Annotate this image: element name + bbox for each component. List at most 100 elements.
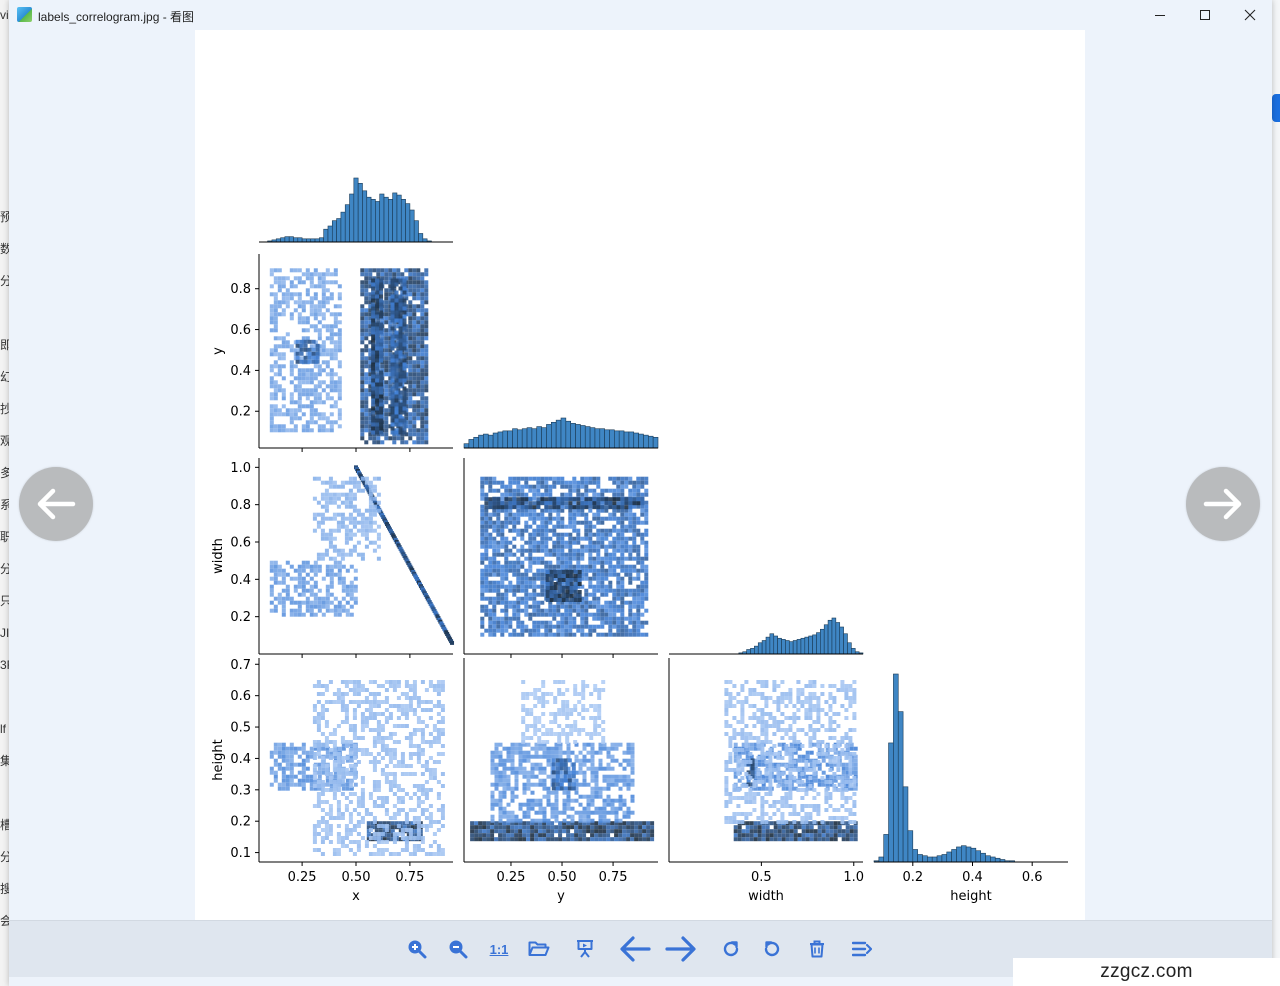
heatmap-cell (371, 430, 376, 435)
image-viewport[interactable]: 0.25 0.50 0.75 0.25 0.50 0.75 0.5 1.0 0.2 0.4 0.6 0… (9, 30, 1272, 920)
heatmap-cell (568, 624, 573, 629)
heatmap-cell (269, 308, 274, 313)
histogram-bar (956, 846, 962, 863)
heatmap-cell (325, 364, 330, 369)
heatmap-cell (371, 294, 376, 299)
heatmap-cell (598, 790, 603, 795)
heatmap-cell (408, 828, 413, 832)
heatmap-cell (352, 732, 357, 736)
heatmap-cell (301, 424, 306, 429)
heatmap-cell (506, 825, 511, 830)
heatmap-cell (594, 790, 599, 795)
heatmap-cell (424, 432, 429, 437)
heatmap-cell (584, 528, 589, 533)
heatmap-cell (297, 746, 302, 751)
heatmap-cell (530, 837, 535, 842)
heatmap-cell (392, 816, 397, 820)
heatmap-cell (496, 505, 501, 510)
heatmap-cell (368, 708, 373, 712)
heatmap-cell (269, 754, 274, 759)
heatmap-cell (544, 508, 549, 513)
heatmap-cell (436, 684, 441, 688)
heatmap-cell (412, 332, 417, 337)
title-bar[interactable]: labels_correlogram.jpg - 看图 (9, 0, 1272, 30)
heatmap-cell (394, 306, 399, 311)
heatmap-cell (578, 821, 583, 826)
heatmap-cell (640, 480, 645, 485)
heatmap-cell (416, 796, 421, 800)
heatmap-cell (420, 352, 425, 357)
heatmap-cell (632, 528, 637, 533)
heatmap-cell (392, 292, 397, 297)
heatmap-cell (616, 604, 621, 609)
heatmap-cell (384, 772, 389, 776)
heatmap-cell (329, 750, 334, 755)
heatmap-cell (376, 720, 381, 724)
heatmap-cell (309, 344, 314, 349)
heatmap-cell (384, 848, 389, 852)
heatmap-cell (606, 766, 611, 771)
heatmap-cell (592, 505, 597, 510)
heatmap-cell (372, 768, 377, 772)
heatmap-cell (532, 508, 537, 513)
heatmap-cell (420, 764, 425, 768)
heatmap-cell (416, 340, 421, 345)
heatmap-cell (536, 488, 541, 493)
heatmap-cell (384, 416, 389, 421)
heatmap-cell (510, 790, 515, 795)
heatmap-cell (364, 404, 369, 409)
heatmap-cell (371, 350, 376, 355)
heatmap-cell (372, 780, 377, 784)
heatmap-cell (576, 528, 581, 533)
heatmap-cell (328, 732, 333, 736)
heatmap-cell (620, 484, 625, 489)
heatmap-cell (440, 744, 445, 748)
heatmap-cell (592, 497, 597, 502)
heatmap-cell (375, 302, 380, 307)
heatmap-cell (384, 356, 389, 361)
minimize-button[interactable] (1137, 0, 1182, 30)
heatmap-cell (588, 520, 593, 525)
heatmap-cell (568, 612, 573, 617)
heatmap-cell (352, 744, 357, 748)
heatmap-cell (297, 762, 302, 767)
heatmap-cell (546, 774, 551, 779)
heatmap-cell (384, 300, 389, 305)
heatmap-cell (480, 552, 485, 557)
heatmap-cell (558, 821, 563, 826)
heatmap-cell (478, 829, 483, 834)
heatmap-cell (516, 612, 521, 617)
heatmap-cell (317, 424, 322, 429)
heatmap-cell (614, 774, 619, 779)
heatmap-cell (364, 336, 369, 341)
heatmap-cell (384, 716, 389, 720)
heatmap-cell (336, 492, 341, 497)
heatmap-cell (273, 328, 278, 333)
heatmap-cell (336, 696, 341, 700)
heatmap-cell (332, 528, 337, 533)
heatmap-cell (360, 820, 365, 824)
heatmap-cell (636, 608, 641, 613)
heatmap-cell (297, 372, 302, 377)
heatmap-cell (317, 600, 322, 605)
heatmap-cell (420, 424, 425, 429)
heatmap-cell (496, 552, 501, 557)
heatmap-cell (285, 778, 290, 783)
heatmap-cell (356, 512, 361, 517)
heatmap-cell (356, 844, 361, 848)
heatmap-cell (522, 833, 527, 838)
heatmap-cell (528, 632, 533, 637)
heatmap-cell (600, 624, 605, 629)
heatmap-cell (600, 584, 605, 589)
heatmap-cell (360, 776, 365, 780)
heatmap-cell (394, 342, 399, 347)
heatmap-cell (320, 496, 325, 501)
close-button[interactable] (1227, 0, 1272, 30)
maximize-button[interactable] (1182, 0, 1227, 30)
heatmap-cell (277, 388, 282, 393)
heatmap-cell (281, 754, 286, 759)
heatmap-cell (384, 696, 389, 700)
heatmap-cell (320, 792, 325, 796)
heatmap-cell (360, 292, 365, 297)
heatmap-cell (528, 544, 533, 549)
